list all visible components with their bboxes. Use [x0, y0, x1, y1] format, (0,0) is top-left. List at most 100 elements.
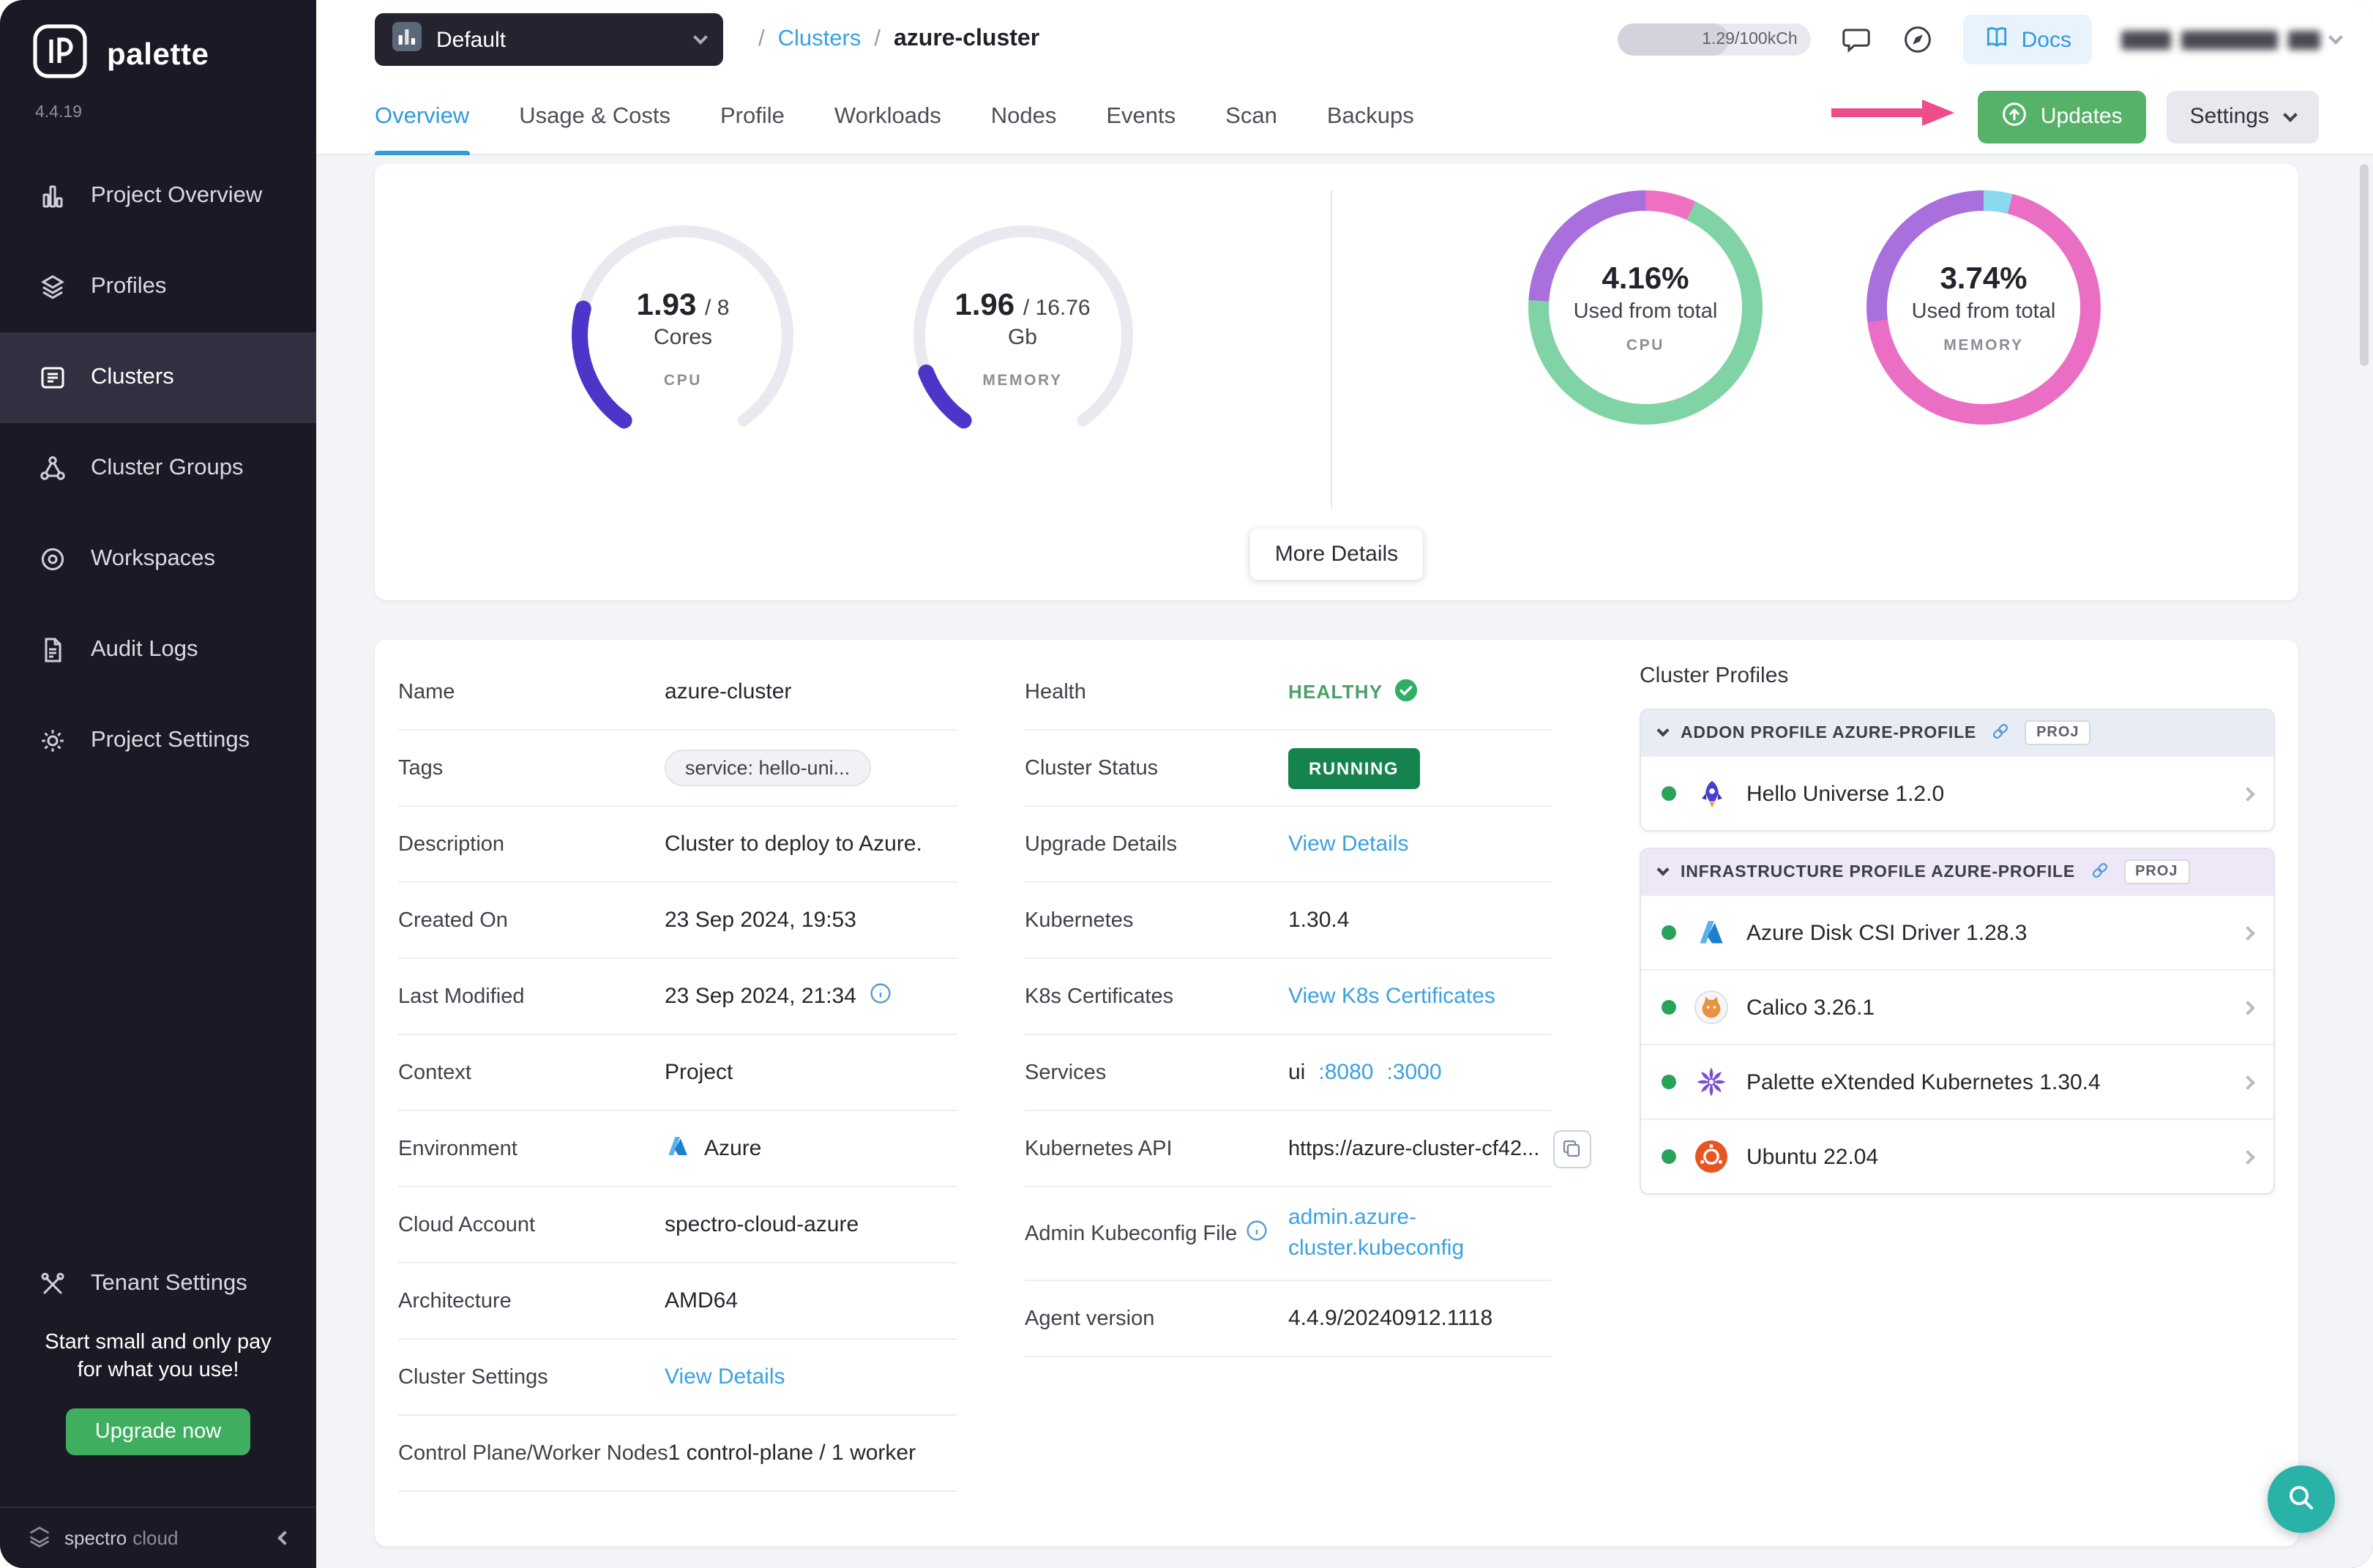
- profile-pack-hello-universe[interactable]: Hello Universe 1.2.0: [1641, 755, 2273, 830]
- pack-status-dot: [1662, 1000, 1676, 1015]
- tab-profile[interactable]: Profile: [720, 78, 785, 154]
- help-search-fab[interactable]: [2268, 1466, 2335, 1533]
- details-left-column: Name azure-cluster Tags service: hello-u…: [398, 654, 957, 1546]
- info-icon[interactable]: [1246, 1220, 1268, 1247]
- memory-unit: Gb: [1008, 324, 1037, 349]
- infrastructure-profile-header[interactable]: INFRASTRUCTURE PROFILE AZURE-PROFILE PRO…: [1641, 849, 2273, 895]
- upgrade-view-details-link[interactable]: View Details: [1288, 832, 1409, 856]
- project-selector-dropdown[interactable]: Default: [375, 13, 723, 66]
- upgrade-promo: Start small and only pay for what you us…: [0, 1329, 316, 1456]
- view-k8s-certificates-link[interactable]: View K8s Certificates: [1288, 984, 1495, 1009]
- user-name-redacted: [2181, 30, 2278, 49]
- profile-pack-palette-extended-kubernetes[interactable]: Palette eXtended Kubernetes 1.30.4: [1641, 1044, 2273, 1119]
- sidebar-footer: spectro cloud: [0, 1507, 316, 1568]
- detail-row-kubernetes: Kubernetes 1.30.4: [1025, 883, 1552, 959]
- profile-pack-azure-disk-csi[interactable]: Azure Disk CSI Driver 1.28.3: [1641, 895, 2273, 969]
- service-port-8080-link[interactable]: :8080: [1318, 1060, 1373, 1085]
- book-icon: [1984, 23, 2010, 56]
- detail-label: Upgrade Details: [1025, 832, 1288, 856]
- breadcrumb-clusters-link[interactable]: Clusters: [778, 26, 862, 53]
- sidebar-item-project-settings[interactable]: Project Settings: [0, 695, 316, 786]
- cpu-usage-percent: 4.16%: [1602, 261, 1689, 296]
- cpu-usage-label: CPU: [1626, 336, 1664, 354]
- sidebar-item-tenant-settings[interactable]: Tenant Settings: [0, 1239, 316, 1329]
- profile-pack-calico[interactable]: Calico 3.26.1: [1641, 969, 2273, 1044]
- sidebar-collapse-button[interactable]: [280, 1533, 290, 1543]
- azure-icon: [1692, 914, 1730, 952]
- sidebar-item-label: Audit Logs: [91, 637, 198, 663]
- azure-icon: [665, 1132, 691, 1165]
- detail-label: Architecture: [398, 1289, 665, 1313]
- cluster-settings-view-details-link[interactable]: View Details: [665, 1364, 785, 1389]
- sidebar-item-audit-logs[interactable]: Audit Logs: [0, 605, 316, 695]
- pack-name: Hello Universe 1.2.0: [1746, 781, 1944, 806]
- brand-name: palette: [107, 37, 209, 72]
- tag-chip[interactable]: service: hello-uni...: [665, 750, 870, 786]
- chat-icon[interactable]: [1840, 23, 1872, 56]
- detail-label: Last Modified: [398, 985, 665, 1008]
- profile-pack-ubuntu[interactable]: Ubuntu 22.04: [1641, 1119, 2273, 1193]
- chevron-right-icon: [2243, 1077, 2253, 1087]
- detail-label: Created On: [398, 908, 665, 932]
- docs-button[interactable]: Docs: [1963, 15, 2092, 64]
- detail-row-created-on: Created On 23 Sep 2024, 19:53: [398, 883, 957, 959]
- cluster-profiles-panel: Cluster Profiles ADDON PROFILE AZURE-PRO…: [1640, 654, 2275, 1546]
- tab-backups[interactable]: Backups: [1327, 78, 1414, 154]
- detail-label: Environment: [398, 1137, 665, 1160]
- cluster-details-card: Name azure-cluster Tags service: hello-u…: [375, 640, 2298, 1546]
- detail-row-services: Services ui :8080 :3000: [1025, 1035, 1552, 1111]
- chevron-down-icon: [2328, 30, 2343, 45]
- sidebar-item-label: Cluster Groups: [91, 455, 243, 482]
- tab-scan[interactable]: Scan: [1225, 78, 1277, 154]
- detail-row-last-modified: Last Modified 23 Sep 2024, 21:34: [398, 959, 957, 1035]
- tab-workloads[interactable]: Workloads: [834, 78, 941, 154]
- tab-overview[interactable]: Overview: [375, 78, 469, 154]
- user-name-redacted: [2121, 30, 2171, 49]
- addon-profile-block: ADDON PROFILE AZURE-PROFILE PROJ Hell: [1640, 709, 2275, 832]
- detail-value: azure-cluster: [665, 679, 791, 704]
- scrollbar-thumb[interactable]: [2360, 164, 2369, 366]
- annotation-arrow: [1828, 98, 1957, 135]
- kubeconfig-download-link[interactable]: admin.azure-cluster.kubeconfig: [1288, 1204, 1544, 1263]
- sidebar-item-label: Profiles: [91, 274, 166, 300]
- info-icon[interactable]: [870, 982, 892, 1010]
- pack-status-dot: [1662, 1149, 1676, 1164]
- link-icon[interactable]: [2088, 859, 2110, 885]
- search-icon: [2285, 1481, 2317, 1517]
- pxk-icon: [1692, 1063, 1730, 1101]
- usage-meter-value: 1.29/100kCh: [1702, 31, 1797, 48]
- link-icon[interactable]: [1989, 720, 2011, 746]
- main-area: Default / Clusters / azure-cluster 1.29/…: [316, 0, 2373, 1568]
- chevron-right-icon: [2243, 1151, 2253, 1162]
- more-details-button[interactable]: More Details: [1250, 529, 1423, 580]
- detail-label: Health: [1025, 680, 1288, 703]
- compass-icon[interactable]: [1902, 23, 1934, 56]
- hello-universe-icon: [1692, 774, 1730, 813]
- tab-nodes[interactable]: Nodes: [991, 78, 1057, 154]
- bar-chart-icon: [38, 182, 67, 211]
- pack-status-dot: [1662, 1075, 1676, 1089]
- tab-usage-costs[interactable]: Usage & Costs: [519, 78, 670, 154]
- sidebar-item-cluster-groups[interactable]: Cluster Groups: [0, 423, 316, 514]
- sidebar-item-clusters[interactable]: Clusters: [0, 332, 316, 423]
- details-middle-column: Health HEALTHY Cluster Status RUNNING Up…: [1025, 654, 1552, 1546]
- detail-value: Cluster to deploy to Azure.: [665, 832, 922, 856]
- updates-button[interactable]: Updates: [1978, 90, 2146, 143]
- tab-events[interactable]: Events: [1106, 78, 1176, 154]
- cpu-gauge: 1.93 / 8 Cores CPU: [566, 218, 800, 452]
- upgrade-now-button[interactable]: Upgrade now: [66, 1409, 251, 1456]
- chart-tile-icon: [392, 22, 422, 57]
- service-name: ui: [1288, 1060, 1305, 1085]
- detail-row-cluster-status: Cluster Status RUNNING: [1025, 731, 1552, 807]
- settings-button[interactable]: Settings: [2167, 90, 2319, 143]
- sidebar-item-workspaces[interactable]: Workspaces: [0, 514, 316, 605]
- addon-profile-header[interactable]: ADDON PROFILE AZURE-PROFILE PROJ: [1641, 710, 2273, 755]
- copy-icon[interactable]: [1552, 1130, 1591, 1168]
- service-port-3000-link[interactable]: :3000: [1386, 1060, 1441, 1085]
- sidebar-item-profiles[interactable]: Profiles: [0, 242, 316, 332]
- user-menu[interactable]: [2121, 30, 2341, 49]
- sidebar-item-label: Project Overview: [91, 183, 262, 209]
- sidebar-item-label: Project Settings: [91, 728, 250, 754]
- sidebar-item-project-overview[interactable]: Project Overview: [0, 151, 316, 242]
- detail-row-cluster-settings: Cluster Settings View Details: [398, 1340, 957, 1416]
